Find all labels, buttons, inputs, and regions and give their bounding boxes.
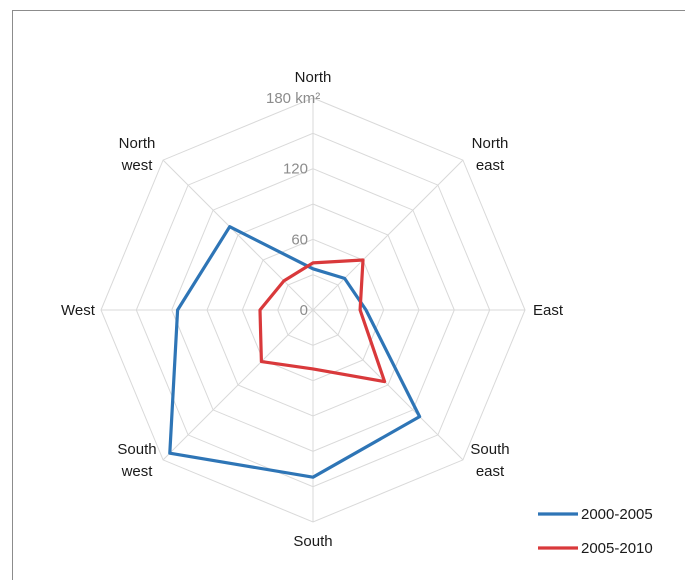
tick-label: 0 <box>300 302 308 319</box>
series-line <box>168 225 422 479</box>
radial-tick-labels: 0 60 120 180 km² <box>266 90 320 319</box>
category-label: North east <box>472 135 509 174</box>
legend-label: 2005-2010 <box>581 540 653 557</box>
category-label: West <box>61 302 96 319</box>
tick-label: 180 km² <box>266 90 320 107</box>
series-line <box>258 258 387 384</box>
category-label: South west <box>117 441 156 480</box>
legend: 2000-2005 2005-2010 <box>538 506 653 557</box>
tick-label: 120 <box>283 161 308 178</box>
grid-spoke <box>312 159 464 311</box>
category-label: North west <box>119 135 156 174</box>
category-label: North <box>295 69 332 86</box>
category-label: South <box>293 533 332 550</box>
tick-label: 60 <box>291 231 308 248</box>
category-label: East <box>533 302 564 319</box>
category-labels: North North east East South east South South wes… <box>61 69 564 550</box>
chart-frame <box>12 10 685 580</box>
legend-label: 2000-2005 <box>581 506 653 523</box>
category-label: South east <box>470 441 509 480</box>
grid-spoke <box>312 309 464 461</box>
grid-spoke <box>162 309 314 461</box>
grid-spoke <box>162 159 314 311</box>
series-group <box>168 225 422 479</box>
radar-spokes <box>101 98 525 522</box>
